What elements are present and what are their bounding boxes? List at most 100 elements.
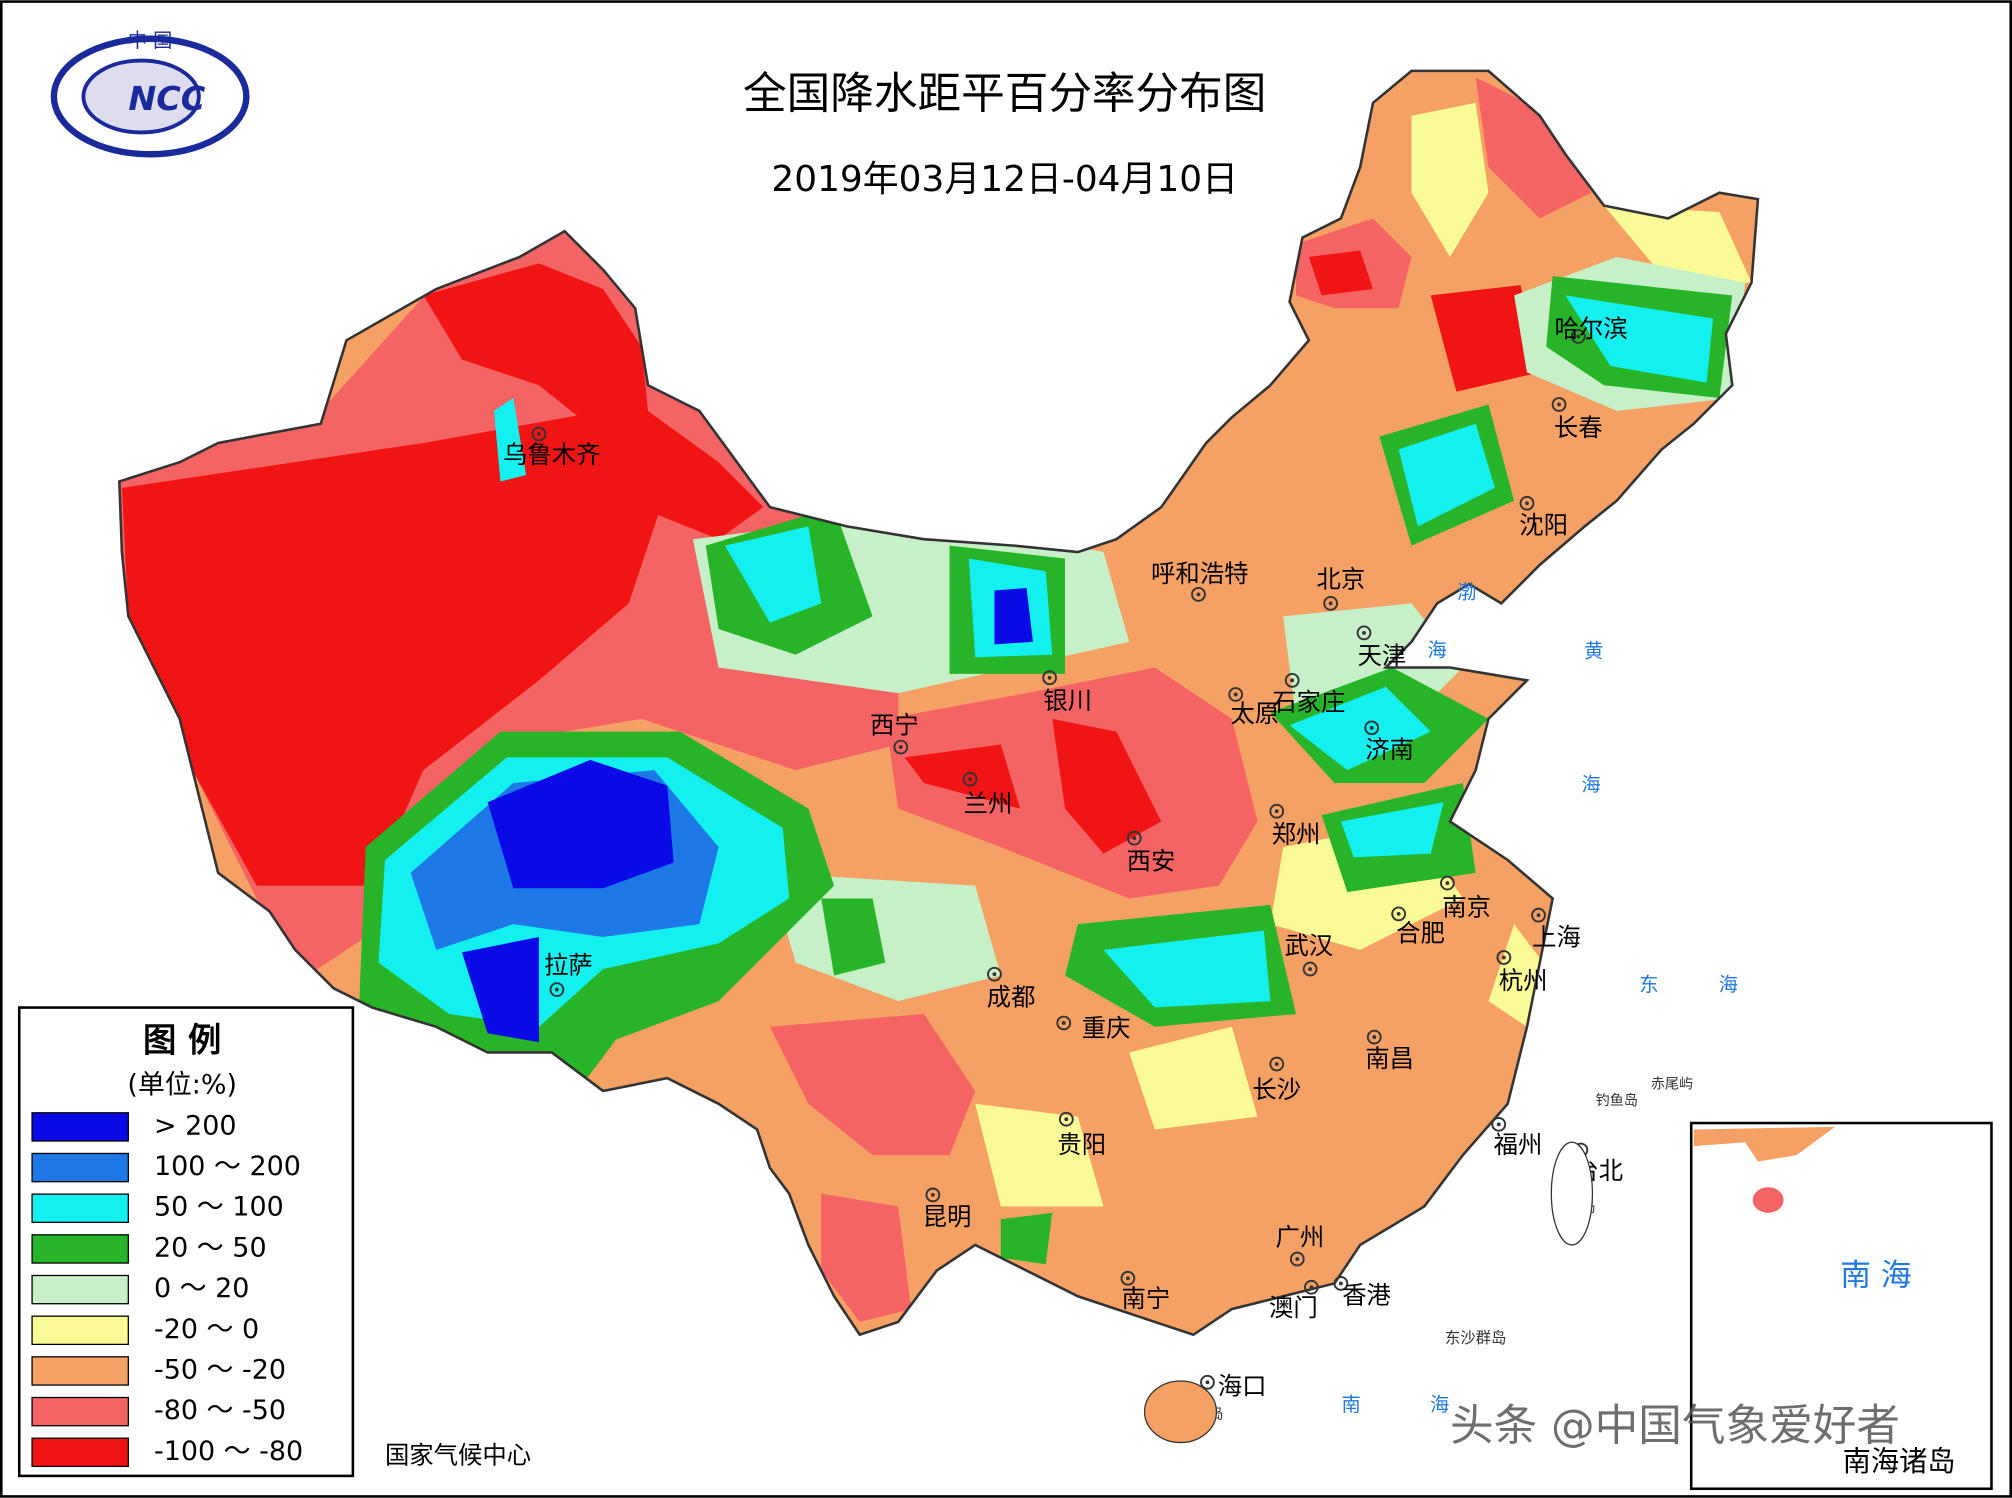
city-marker <box>1519 495 1535 511</box>
legend-swatch <box>31 1152 129 1183</box>
class-area <box>1308 250 1373 296</box>
city-marker <box>1570 329 1586 344</box>
city-marker <box>925 1187 941 1203</box>
city-marker <box>1372 1035 1377 1039</box>
city-label: 广州 <box>1275 1223 1324 1252</box>
city-label: 成都 <box>987 983 1036 1012</box>
place-label: 黄 <box>1584 640 1603 663</box>
city-label: 沈阳 <box>1519 510 1568 539</box>
city-marker <box>1557 402 1561 407</box>
place-label: 海 <box>1719 973 1738 996</box>
city-label: 上海 <box>1532 922 1581 951</box>
logo-top: 中 国 <box>128 29 173 52</box>
city-marker <box>1309 1285 1314 1290</box>
city-marker <box>962 771 978 787</box>
class-area <box>994 587 1033 645</box>
city-marker <box>893 739 909 755</box>
city-marker <box>1132 836 1137 841</box>
city-marker <box>1274 809 1279 814</box>
city-label: 呼和浩特 <box>1151 559 1249 588</box>
city-marker <box>1491 1116 1507 1132</box>
city-marker <box>1525 501 1529 506</box>
logo-text: NCC <box>128 79 205 118</box>
legend-label: -20 ～ 0 <box>154 1314 259 1345</box>
class-area <box>821 898 886 976</box>
city-label: 银川 <box>1043 686 1092 715</box>
city-label: 兰州 <box>964 789 1013 818</box>
taiwan <box>1550 1141 1594 1246</box>
city-marker <box>987 966 1002 982</box>
class-area <box>1603 205 1752 283</box>
city-marker <box>1200 1374 1215 1390</box>
city-label: 南京 <box>1442 893 1491 922</box>
city-label: 乌鲁木齐 <box>503 440 601 469</box>
city-marker <box>1362 630 1366 635</box>
legend-swatch <box>31 1315 129 1346</box>
legend-label: 20 ～ 50 <box>154 1232 267 1263</box>
city-label: 石家庄 <box>1272 687 1345 716</box>
city-marker <box>1536 913 1541 918</box>
city-label: 南宁 <box>1121 1284 1170 1313</box>
city-label: 天津 <box>1358 641 1407 670</box>
legend-label: 0 ～ 20 <box>154 1273 249 1304</box>
city-marker <box>968 777 972 782</box>
city-marker <box>1205 1380 1210 1385</box>
city-label: 合肥 <box>1396 918 1445 947</box>
footer: 国家气候中心 <box>385 1441 531 1470</box>
legend-title: 图 例 <box>143 1021 221 1060</box>
place-label: 东 <box>1639 973 1658 996</box>
class-area <box>1052 718 1162 854</box>
class-area <box>821 1193 912 1322</box>
subtitle: 2019年03月12日-04月10日 <box>771 159 1238 200</box>
city-marker <box>1269 1056 1285 1072</box>
logo: 中 国 NCC <box>50 29 250 158</box>
city-marker <box>1501 955 1506 960</box>
city-marker <box>1042 670 1058 686</box>
city-marker <box>1058 1111 1074 1127</box>
city-label: 太原 <box>1231 699 1280 728</box>
city-marker <box>531 426 547 442</box>
city-label: 西安 <box>1127 847 1176 876</box>
city-label: 济南 <box>1365 735 1414 764</box>
class-area <box>1565 295 1714 383</box>
legend-label: 100 ～ 200 <box>154 1151 301 1182</box>
legend-unit: (单位:%) <box>127 1069 237 1100</box>
title: 全国降水距平百分率分布图 <box>743 70 1266 120</box>
legend-swatch <box>31 1112 129 1142</box>
class-area <box>423 263 764 540</box>
city-marker <box>1274 1062 1279 1066</box>
place-label: 渤 <box>1457 581 1476 604</box>
logo-ring <box>50 35 250 158</box>
city-marker <box>537 432 541 436</box>
place-label: 南 <box>1342 1393 1361 1416</box>
city-marker <box>1269 803 1285 819</box>
city-marker <box>1333 1276 1349 1291</box>
inset-sea: 南 海 <box>1840 1258 1911 1294</box>
class-area <box>1000 1212 1053 1265</box>
place-label: 东沙群岛 <box>1445 1329 1507 1347</box>
city-marker <box>1440 875 1455 891</box>
legend-swatch <box>31 1234 129 1264</box>
legend-swatch <box>31 1274 129 1305</box>
city-marker <box>1126 830 1142 846</box>
city-marker <box>1125 1276 1130 1281</box>
city-marker <box>1531 907 1546 923</box>
city-marker <box>1338 1281 1343 1286</box>
legend-swatch <box>31 1437 129 1468</box>
city-label: 澳门 <box>1269 1293 1318 1322</box>
city-marker <box>1364 720 1380 736</box>
class-area <box>1289 686 1431 771</box>
class-area <box>1103 930 1271 1008</box>
city-marker <box>1064 1117 1069 1122</box>
city-label: 昆明 <box>923 1202 972 1231</box>
city-label: 海口 <box>1218 1371 1267 1400</box>
city-marker <box>1328 601 1333 606</box>
place-label: 海 <box>1430 1393 1449 1416</box>
class-area <box>769 1013 976 1156</box>
hainan <box>1143 1380 1218 1444</box>
city-marker <box>1233 692 1238 697</box>
city-marker <box>992 972 997 977</box>
legend-swatch <box>31 1396 129 1427</box>
city-marker <box>1191 587 1206 602</box>
